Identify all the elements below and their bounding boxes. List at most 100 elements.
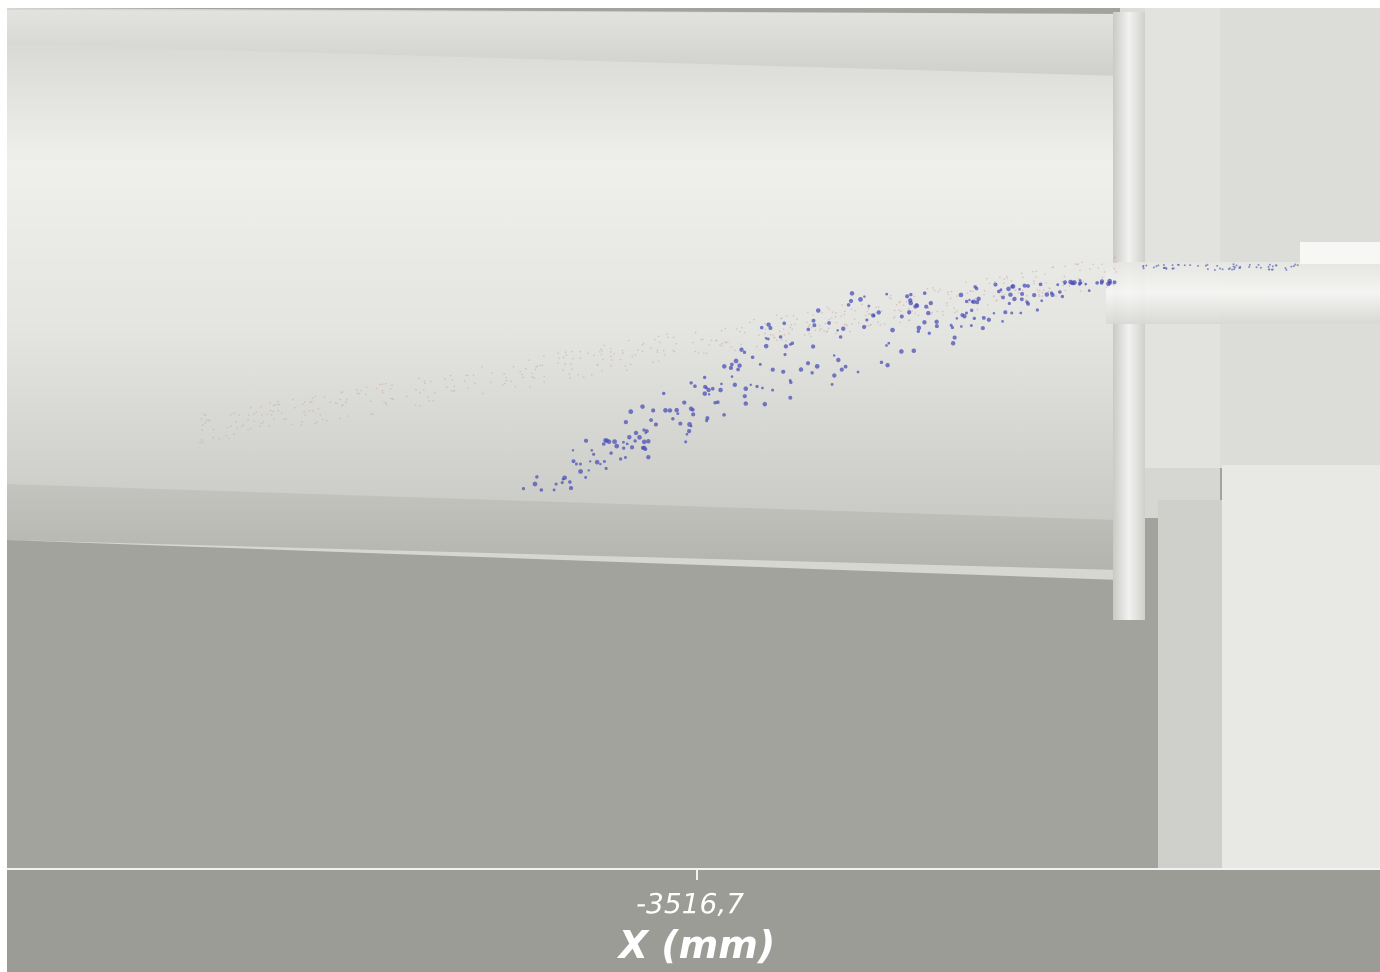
particle	[743, 386, 748, 391]
particle	[562, 478, 565, 481]
particle	[668, 408, 672, 412]
particle	[951, 326, 954, 329]
particle	[931, 312, 933, 314]
particle	[357, 392, 359, 394]
particle	[308, 410, 310, 412]
particle	[749, 322, 751, 324]
particle	[736, 328, 738, 330]
particle	[689, 406, 694, 411]
render-view: -3516,7 X (mm)	[0, 0, 1380, 972]
particle	[849, 299, 853, 303]
particle	[879, 324, 881, 326]
particle	[900, 315, 904, 319]
particle	[1157, 264, 1159, 266]
particle	[1043, 289, 1045, 291]
particle	[1061, 295, 1064, 298]
particle	[230, 414, 232, 416]
particle	[912, 348, 917, 353]
particle	[702, 339, 704, 341]
particle	[877, 310, 881, 314]
particle	[1000, 295, 1002, 297]
particle	[315, 396, 317, 398]
particle	[930, 313, 932, 315]
particle	[390, 388, 392, 390]
particle	[326, 420, 328, 422]
particle	[428, 400, 430, 402]
particle	[247, 419, 249, 421]
particle	[277, 410, 279, 412]
particle	[1041, 295, 1043, 297]
particle	[823, 330, 825, 332]
particle	[907, 310, 911, 314]
particle	[835, 316, 837, 318]
particle	[309, 402, 311, 404]
particle	[1268, 268, 1270, 270]
particle	[815, 329, 817, 331]
particle	[525, 368, 527, 370]
particle	[261, 423, 263, 425]
particle	[703, 376, 706, 379]
particle	[1025, 300, 1028, 303]
particle	[366, 386, 368, 388]
particle	[637, 349, 639, 351]
particle	[391, 384, 393, 386]
particle	[993, 296, 995, 298]
particle	[909, 293, 912, 296]
particle	[247, 429, 249, 431]
particle	[319, 414, 321, 416]
particle	[783, 353, 786, 356]
particle	[791, 324, 793, 326]
particle	[482, 393, 484, 395]
particle	[676, 412, 679, 415]
particle	[568, 373, 570, 375]
particle	[633, 439, 636, 442]
particle	[692, 342, 694, 344]
particle	[1078, 278, 1080, 280]
particle	[877, 321, 879, 323]
particle	[771, 368, 775, 372]
particle	[658, 335, 660, 337]
particle	[1025, 299, 1027, 301]
particle	[819, 330, 821, 332]
particle	[1269, 264, 1271, 266]
particle	[1143, 267, 1145, 269]
particle	[750, 384, 752, 386]
particle	[255, 411, 257, 413]
particle	[782, 321, 786, 325]
particle	[626, 442, 629, 445]
particle	[1236, 265, 1238, 267]
particle	[857, 371, 860, 374]
particle	[603, 460, 606, 463]
particle	[713, 401, 716, 404]
particle	[1089, 268, 1091, 270]
particle	[1248, 266, 1250, 268]
particle	[878, 306, 880, 308]
particle	[950, 298, 952, 300]
particle	[739, 348, 743, 352]
particle	[365, 394, 367, 396]
particle	[611, 359, 613, 361]
particle	[450, 390, 452, 392]
particle	[620, 359, 622, 361]
particle	[759, 363, 762, 366]
particle	[863, 295, 865, 297]
particle	[900, 310, 902, 312]
particle	[273, 418, 275, 420]
particle	[851, 323, 853, 325]
particle	[1018, 288, 1021, 291]
particle	[867, 305, 870, 308]
particle	[491, 372, 493, 374]
particle	[1012, 297, 1016, 301]
particle	[948, 294, 950, 296]
particle	[370, 400, 372, 402]
particle	[1056, 283, 1059, 286]
particle	[610, 348, 612, 350]
particle	[602, 442, 606, 446]
particle	[1032, 293, 1036, 297]
particle	[624, 456, 627, 459]
particle	[926, 311, 930, 315]
particle	[716, 340, 718, 342]
particle	[225, 435, 227, 437]
particle	[1036, 308, 1039, 311]
particle	[927, 288, 929, 290]
